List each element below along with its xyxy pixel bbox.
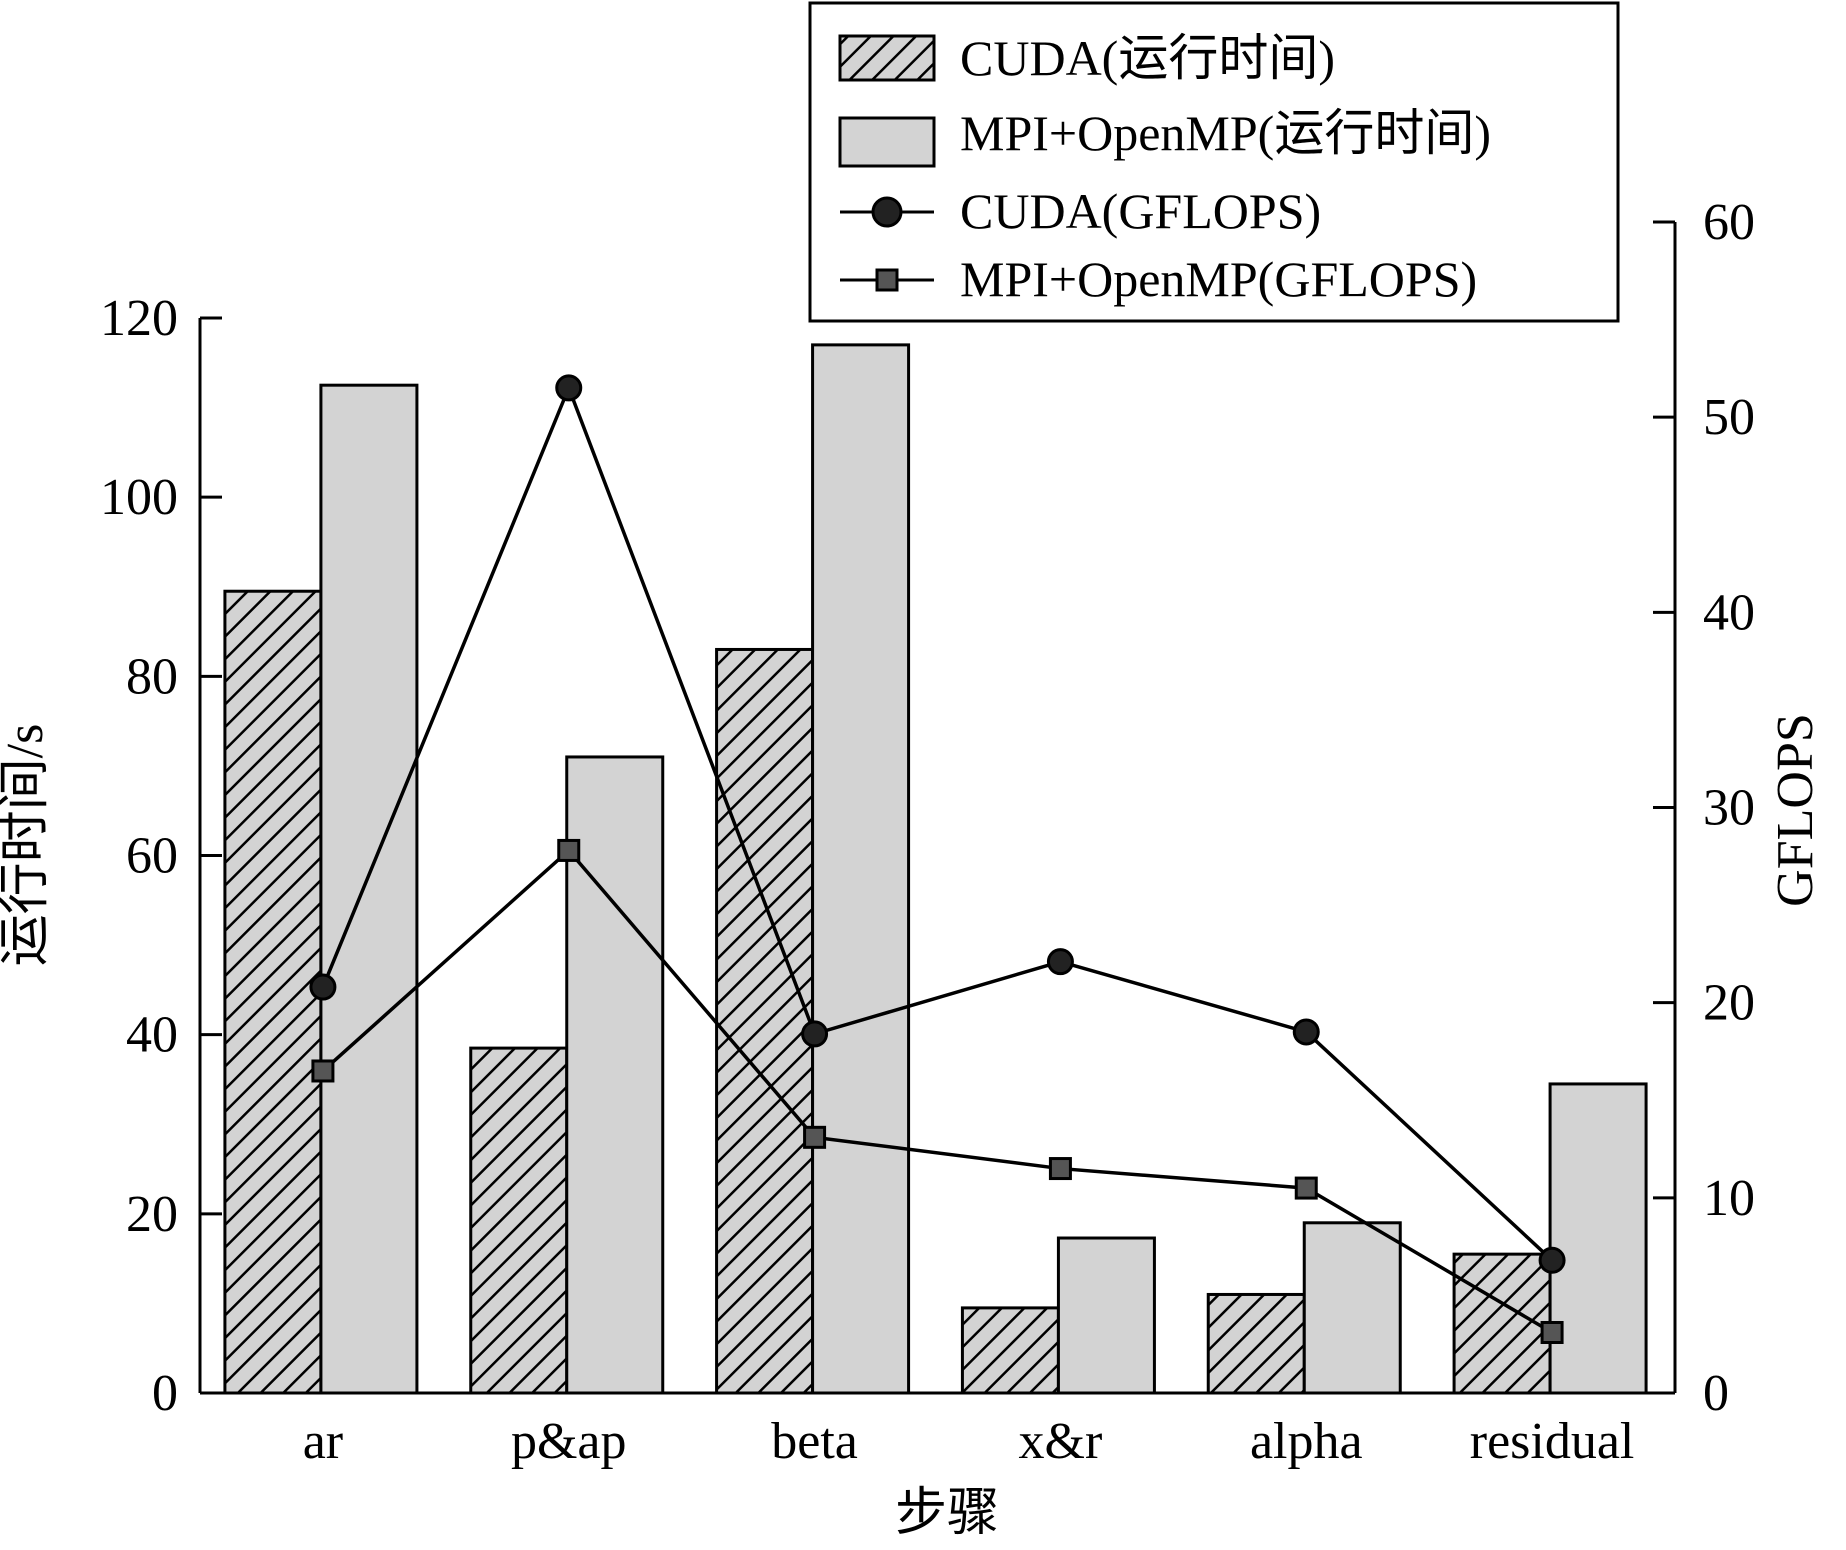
legend-label-cuda-time: CUDA(运行时间) xyxy=(960,30,1335,86)
bar-mpi-time-2 xyxy=(811,343,911,1395)
x-category-label-2: beta xyxy=(771,1413,858,1470)
x-category-label-5: residual xyxy=(1470,1413,1635,1470)
legend-label-mpi-time: MPI+OpenMP(运行时间) xyxy=(960,105,1491,161)
legend: CUDA(运行时间) MPI+OpenMP(运行时间) CUDA(GFLOPS)… xyxy=(808,1,1620,323)
bar-cuda-time-3 xyxy=(960,1306,1060,1395)
x-axis: ar p&ap beta x&r alpha residual xyxy=(200,1391,1675,1470)
bar-mpi-time-1 xyxy=(565,755,665,1395)
left-tick-label-0: 0 xyxy=(152,1365,178,1422)
right-tick-label-3: 30 xyxy=(1703,780,1755,837)
point-mpi-gflops-5 xyxy=(1540,1320,1564,1344)
right-tick-label-1: 10 xyxy=(1703,1170,1755,1227)
x-category-label-1: p&ap xyxy=(511,1413,627,1470)
x-category-label-0: ar xyxy=(303,1413,343,1470)
right-y-axis-title: GFLOPS xyxy=(1767,713,1824,907)
legend-label-mpi-gflops: MPI+OpenMP(GFLOPS) xyxy=(960,251,1477,307)
left-tick-label-3: 60 xyxy=(126,828,178,885)
point-cuda-gflops-2 xyxy=(801,1020,829,1048)
left-tick-label-2: 40 xyxy=(126,1007,178,1064)
point-mpi-gflops-2 xyxy=(803,1125,827,1149)
bar-mpi-time-5 xyxy=(1548,1082,1648,1395)
legend-swatch-cuda-time xyxy=(838,34,936,82)
left-tick-label-6: 120 xyxy=(100,290,178,347)
left-tick-label-5: 100 xyxy=(100,469,178,526)
legend-box xyxy=(808,1,1620,323)
bar-mpi-time-3 xyxy=(1056,1236,1156,1395)
bar-cuda-time-0 xyxy=(223,589,323,1395)
left-y-axis: 0 20 40 60 80 100 120 xyxy=(100,290,222,1422)
bar-cuda-time-2 xyxy=(715,647,815,1395)
point-mpi-gflops-3 xyxy=(1048,1157,1072,1181)
bar-cuda-time-4 xyxy=(1206,1292,1306,1395)
right-tick-label-0: 0 xyxy=(1703,1365,1729,1422)
left-tick-label-4: 80 xyxy=(126,648,178,705)
right-tick-label-6: 60 xyxy=(1703,194,1755,251)
left-tick-label-1: 20 xyxy=(126,1186,178,1243)
bar-cuda-time-1 xyxy=(469,1046,569,1395)
line-cuda-gflops xyxy=(321,383,1554,1262)
point-cuda-gflops-4 xyxy=(1292,1018,1320,1046)
x-axis-title: 步骤 xyxy=(895,1485,999,1542)
point-mpi-gflops-1 xyxy=(557,838,581,862)
legend-swatch-mpi-time xyxy=(838,116,936,168)
right-tick-label-5: 50 xyxy=(1703,389,1755,446)
x-category-label-3: x&r xyxy=(1019,1413,1103,1470)
point-mpi-gflops-0 xyxy=(311,1059,335,1083)
point-cuda-gflops-5 xyxy=(1538,1246,1566,1274)
point-mpi-gflops-4 xyxy=(1294,1176,1318,1200)
plot-area xyxy=(223,343,1648,1395)
point-cuda-gflops-3 xyxy=(1046,948,1074,976)
line-mpi-gflops xyxy=(321,847,1553,1335)
right-y-axis: 0 10 20 30 40 50 60 xyxy=(1653,194,1755,1422)
bar-mpi-time-4 xyxy=(1302,1221,1402,1395)
legend-label-cuda-gflops: CUDA(GFLOPS) xyxy=(960,183,1321,239)
x-category-label-4: alpha xyxy=(1250,1413,1363,1470)
right-tick-label-4: 40 xyxy=(1703,584,1755,641)
point-cuda-gflops-0 xyxy=(309,973,337,1001)
point-cuda-gflops-1 xyxy=(555,374,583,402)
legend-marker-circle xyxy=(871,196,903,228)
right-tick-label-2: 20 xyxy=(1703,975,1755,1032)
legend-marker-square xyxy=(875,268,899,292)
left-y-axis-title: 运行时间/s xyxy=(0,724,54,967)
bar-mpi-time-0 xyxy=(319,383,419,1395)
